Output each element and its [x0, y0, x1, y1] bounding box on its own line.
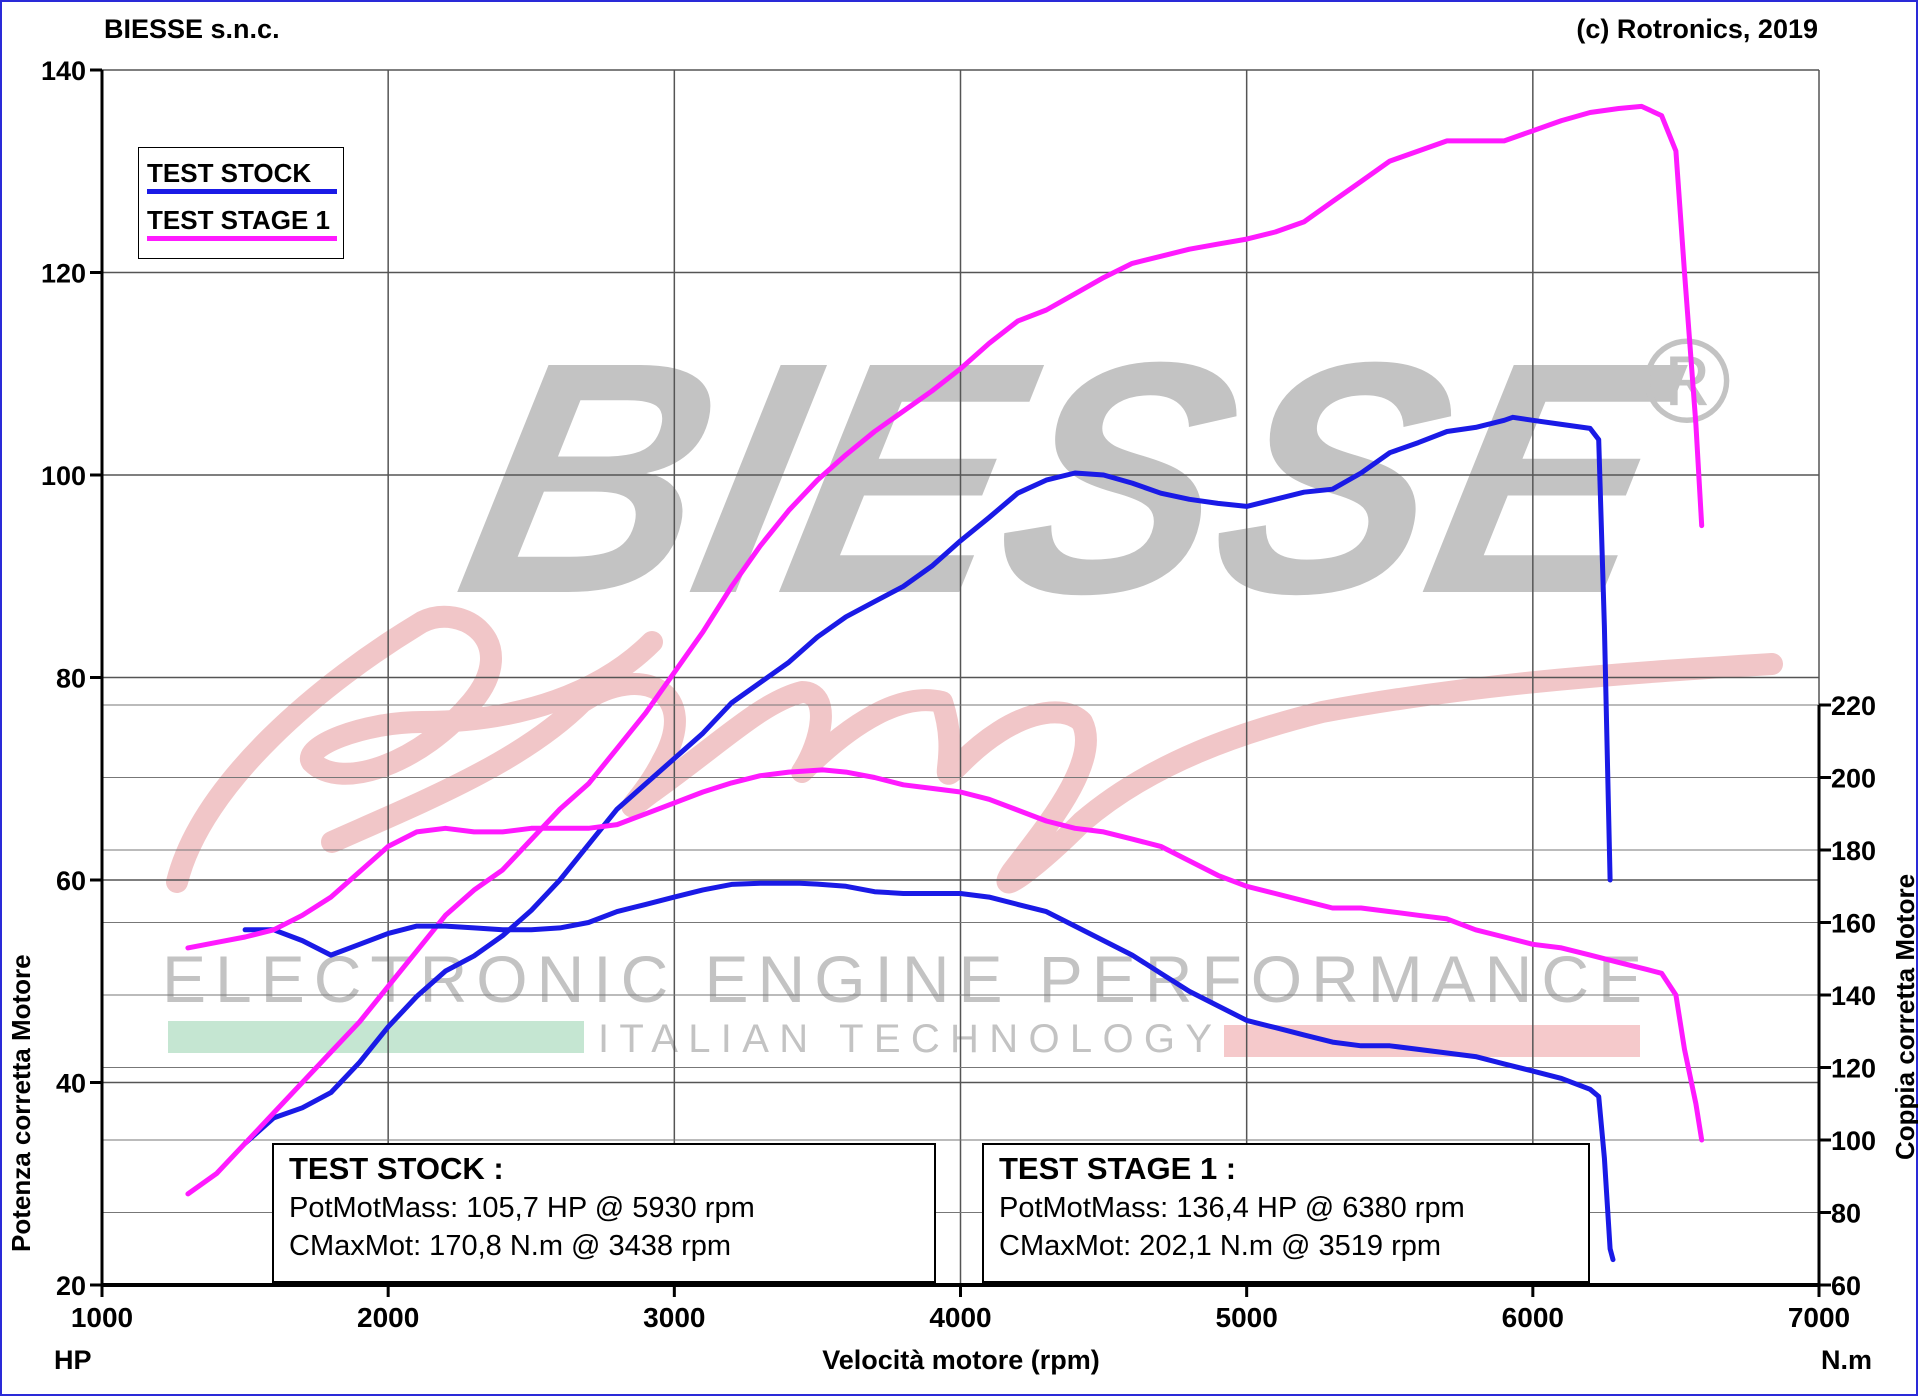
legend-item-stage1: TEST STAGE 1	[147, 205, 337, 241]
y-left-axis-label: Potenza corretta Motore	[6, 954, 36, 1252]
chart-axes: 1000 2000 3000 4000 5000 6000 7000 20 40 60 80 100 1…	[41, 56, 1876, 1333]
watermark-line1: ELECTRONIC ENGINE PERFORMANCE	[162, 942, 1642, 1016]
y-tick-label: 80	[56, 664, 86, 694]
y-right-axis-label: Coppia corretta Motore	[1890, 873, 1918, 1160]
y2-tick-label: 140	[1831, 981, 1876, 1011]
y-tick-label: 120	[41, 259, 86, 289]
chart-legend: TEST STOCK TEST STAGE 1	[138, 147, 344, 259]
x-tick-label: 1000	[71, 1302, 133, 1333]
series-stage1-torque-line	[185, 767, 1705, 1143]
y2-tick-label: 80	[1831, 1199, 1861, 1229]
series-stage1-power-line	[185, 103, 1705, 1197]
header-company: BIESSE s.n.c.	[104, 14, 280, 44]
info-box-stock: TEST STOCK : PotMotMass: 105,7 HP @ 5930…	[272, 1143, 936, 1283]
unit-right: N.m	[1821, 1345, 1873, 1375]
y2-tick-label: 180	[1831, 836, 1876, 866]
legend-item-stock: TEST STOCK	[147, 158, 337, 194]
x-tick-label: 7000	[1788, 1302, 1850, 1333]
info-title: TEST STOCK :	[289, 1151, 504, 1186]
y-tick-label: 140	[41, 56, 86, 86]
watermark-line2: ITALIAN TECHNOLOGY	[598, 1017, 1212, 1061]
chart-series	[185, 103, 1705, 1263]
x-tick-label: 2000	[357, 1302, 419, 1333]
legend-swatch-stage1	[147, 236, 337, 241]
series-stock-power-line	[242, 414, 1613, 1146]
header-copyright: (c) Rotronics, 2019	[1576, 14, 1818, 44]
watermark-green-bar	[168, 1021, 584, 1053]
info-title: TEST STAGE 1 :	[999, 1151, 1237, 1186]
y-tick-label: 20	[56, 1271, 86, 1301]
x-axis-label: Velocità motore (rpm)	[822, 1345, 1100, 1375]
series-stock-torque-line	[242, 880, 1616, 1263]
x-tick-label: 4000	[929, 1302, 991, 1333]
x-tick-label: 5000	[1216, 1302, 1278, 1333]
y2-tick-label: 60	[1831, 1271, 1861, 1301]
info-power: PotMotMass: 136,4 HP @ 6380 rpm	[999, 1192, 1465, 1224]
info-torque: CMaxMot: 202,1 N.m @ 3519 rpm	[999, 1230, 1442, 1262]
y2-tick-label: 160	[1831, 909, 1876, 939]
chart-grid	[102, 69, 1820, 1285]
y-tick-label: 60	[56, 866, 86, 896]
legend-swatch-stock	[147, 189, 337, 194]
unit-left: HP	[54, 1345, 92, 1375]
info-torque: CMaxMot: 170,8 N.m @ 3438 rpm	[289, 1230, 732, 1262]
x-tick-label: 6000	[1502, 1302, 1564, 1333]
y2-tick-label: 120	[1831, 1054, 1876, 1084]
biesse-watermark: BIESSE ® ELECTRONIC ENGINE PERFORMANCE I…	[162, 293, 1783, 1061]
y-tick-label: 100	[41, 461, 86, 491]
y2-tick-label: 100	[1831, 1126, 1876, 1156]
info-power: PotMotMass: 105,7 HP @ 5930 rpm	[289, 1192, 755, 1224]
watermark-brand-text: BIESSE	[437, 293, 1707, 662]
y2-tick-label: 200	[1831, 764, 1876, 794]
y2-tick-label: 220	[1831, 691, 1876, 721]
legend-label: TEST STAGE 1	[147, 205, 330, 235]
info-box-stage1: TEST STAGE 1 : PotMotMass: 136,4 HP @ 63…	[982, 1143, 1590, 1283]
legend-label: TEST STOCK	[147, 158, 312, 188]
x-tick-label: 3000	[643, 1302, 705, 1333]
y-tick-label: 40	[56, 1069, 86, 1099]
